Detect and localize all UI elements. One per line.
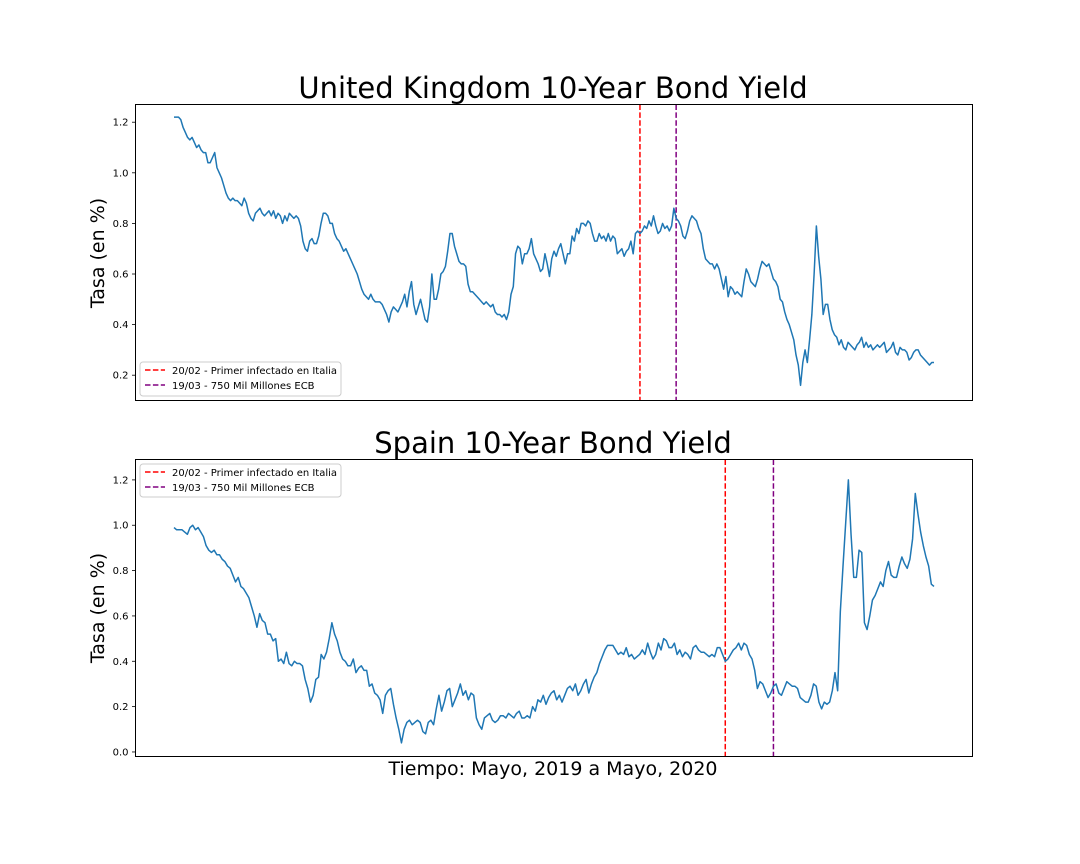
spain-y-tick-label: 0.6 [113, 611, 129, 622]
spain-y-tick-label: 1.0 [113, 521, 129, 532]
spain-y-ticks: 0.0 0.2 0.4 0.6 0.8 1.0 1.2 [113, 475, 136, 758]
spain-yield-series-line [173, 479, 935, 744]
spain-chart-title: Spain 10-Year Bond Yield [374, 426, 731, 460]
uk-y-tick-label: 0.8 [113, 219, 129, 230]
uk-y-tick-label: 0.4 [113, 320, 129, 331]
spain-plot-frame [135, 459, 973, 757]
uk-y-axis-label: Tasa (en %) [87, 198, 109, 309]
uk-y-tick-label: 1.0 [113, 168, 129, 179]
uk-y-tick-label: 0.2 [113, 371, 129, 382]
spain-y-tick-label: 0.8 [113, 566, 129, 577]
uk-yield-series-line [174, 116, 934, 387]
uk-legend: 20/02 - Primer infectado en Italia 19/03… [139, 361, 342, 397]
uk-legend-infected-label: 20/02 - Primer infectado en Italia [172, 366, 337, 377]
uk-y-tick-label: 0.6 [113, 270, 129, 281]
spain-legend-box [139, 463, 342, 498]
uk-legend-ecb-label: 19/03 - 750 Mil Millones ECB [172, 381, 315, 392]
spain-event-lines [724, 459, 775, 757]
figure-x-axis-label: Tiempo: Mayo, 2019 a Mayo, 2020 [387, 758, 717, 780]
uk-plot-frame [135, 104, 973, 401]
spain-y-axis-label: Tasa (en %) [87, 553, 109, 664]
spain-legend: 20/02 - Primer infectado en Italia 19/03… [139, 463, 342, 498]
spain-chart: Spain 10-Year Bond Yield Tasa (en %) 0.0… [87, 426, 973, 758]
spain-legend-infected-label: 20/02 - Primer infectado en Italia [172, 468, 337, 479]
uk-event-lines [639, 104, 677, 401]
uk-chart-title: United Kingdom 10-Year Bond Yield [298, 71, 807, 105]
uk-legend-box [139, 361, 342, 397]
spain-y-tick-label: 0.2 [113, 702, 129, 713]
spain-y-tick-label: 1.2 [113, 475, 129, 486]
uk-y-ticks: 0.2 0.4 0.6 0.8 1.0 1.2 [113, 118, 136, 382]
spain-y-tick-label: 0.0 [113, 747, 129, 758]
spain-legend-ecb-label: 19/03 - 750 Mil Millones ECB [172, 483, 315, 494]
spain-y-tick-label: 0.4 [113, 657, 129, 668]
uk-chart: United Kingdom 10-Year Bond Yield Tasa (… [87, 71, 973, 401]
uk-y-tick-label: 1.2 [113, 118, 129, 129]
